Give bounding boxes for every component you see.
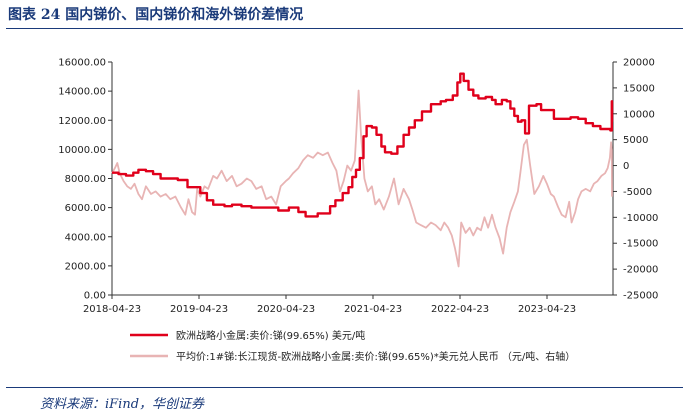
y-right-tick-label: -5000 <box>623 187 652 198</box>
y-right-tick-label: 10000 <box>623 109 655 120</box>
series-line-price-spread <box>111 89 613 268</box>
y-right-tick-label: 15000 <box>623 83 655 94</box>
x-tick-label: 2021-04-23 <box>344 304 402 315</box>
y-left-tick-label: 12000.00 <box>58 116 106 127</box>
footer-rule <box>6 387 683 388</box>
figure-title: 图表 24 国内锑价、国内锑价和海外锑价差情况 <box>8 7 304 23</box>
x-tick-label: 2022-04-23 <box>431 304 489 315</box>
y-right-tick-label: 0 <box>623 161 629 172</box>
y-right-tick-label: -25000 <box>623 291 658 302</box>
y-left-tick-label: 8000.00 <box>65 174 106 185</box>
y-left-tick-label: 6000.00 <box>65 203 106 214</box>
y-right-tick-label: 5000 <box>623 135 648 146</box>
series-lines <box>111 72 614 268</box>
legend-label-red: 欧洲战略小金属:卖价:锑(99.65%) 美元/吨 <box>176 329 365 342</box>
y-left-tick-label: 2000.00 <box>65 261 106 272</box>
y-right-tick-label: 20000 <box>623 58 655 69</box>
y-left-tick-label: 10000.00 <box>58 145 106 156</box>
y-left-tick-label: 14000.00 <box>58 87 106 98</box>
legend: 欧洲战略小金属:卖价:锑(99.65%) 美元/吨 平均价:1#锑:长江现货-欧… <box>130 329 575 363</box>
y-left-tick-label: 0.00 <box>84 291 106 302</box>
y-left-tick-label: 16000.00 <box>58 58 106 69</box>
axes: 16000.00 14000.00 12000.00 10000.00 8000.00 6… <box>58 58 658 316</box>
y-right-tick-label: -20000 <box>623 265 658 276</box>
y-right-tick-label: -15000 <box>623 239 658 250</box>
y-right-tick-label: -10000 <box>623 213 658 224</box>
legend-label-pink: 平均价:1#锑:长江现货-欧洲战略小金属:卖价:锑(99.65%)*美元兑人民币… <box>176 350 575 363</box>
x-tick-label: 2019-04-23 <box>170 304 228 315</box>
source-note: 资料来源：iFind，华创证券 <box>40 397 205 412</box>
y-left-tick-label: 4000.00 <box>65 232 106 243</box>
title-rule <box>6 28 683 29</box>
series-line-europe-price <box>112 72 614 218</box>
x-tick-label: 2023-04-23 <box>518 304 576 315</box>
x-tick-label: 2020-04-23 <box>257 304 315 315</box>
x-tick-label: 2018-04-23 <box>83 304 141 315</box>
